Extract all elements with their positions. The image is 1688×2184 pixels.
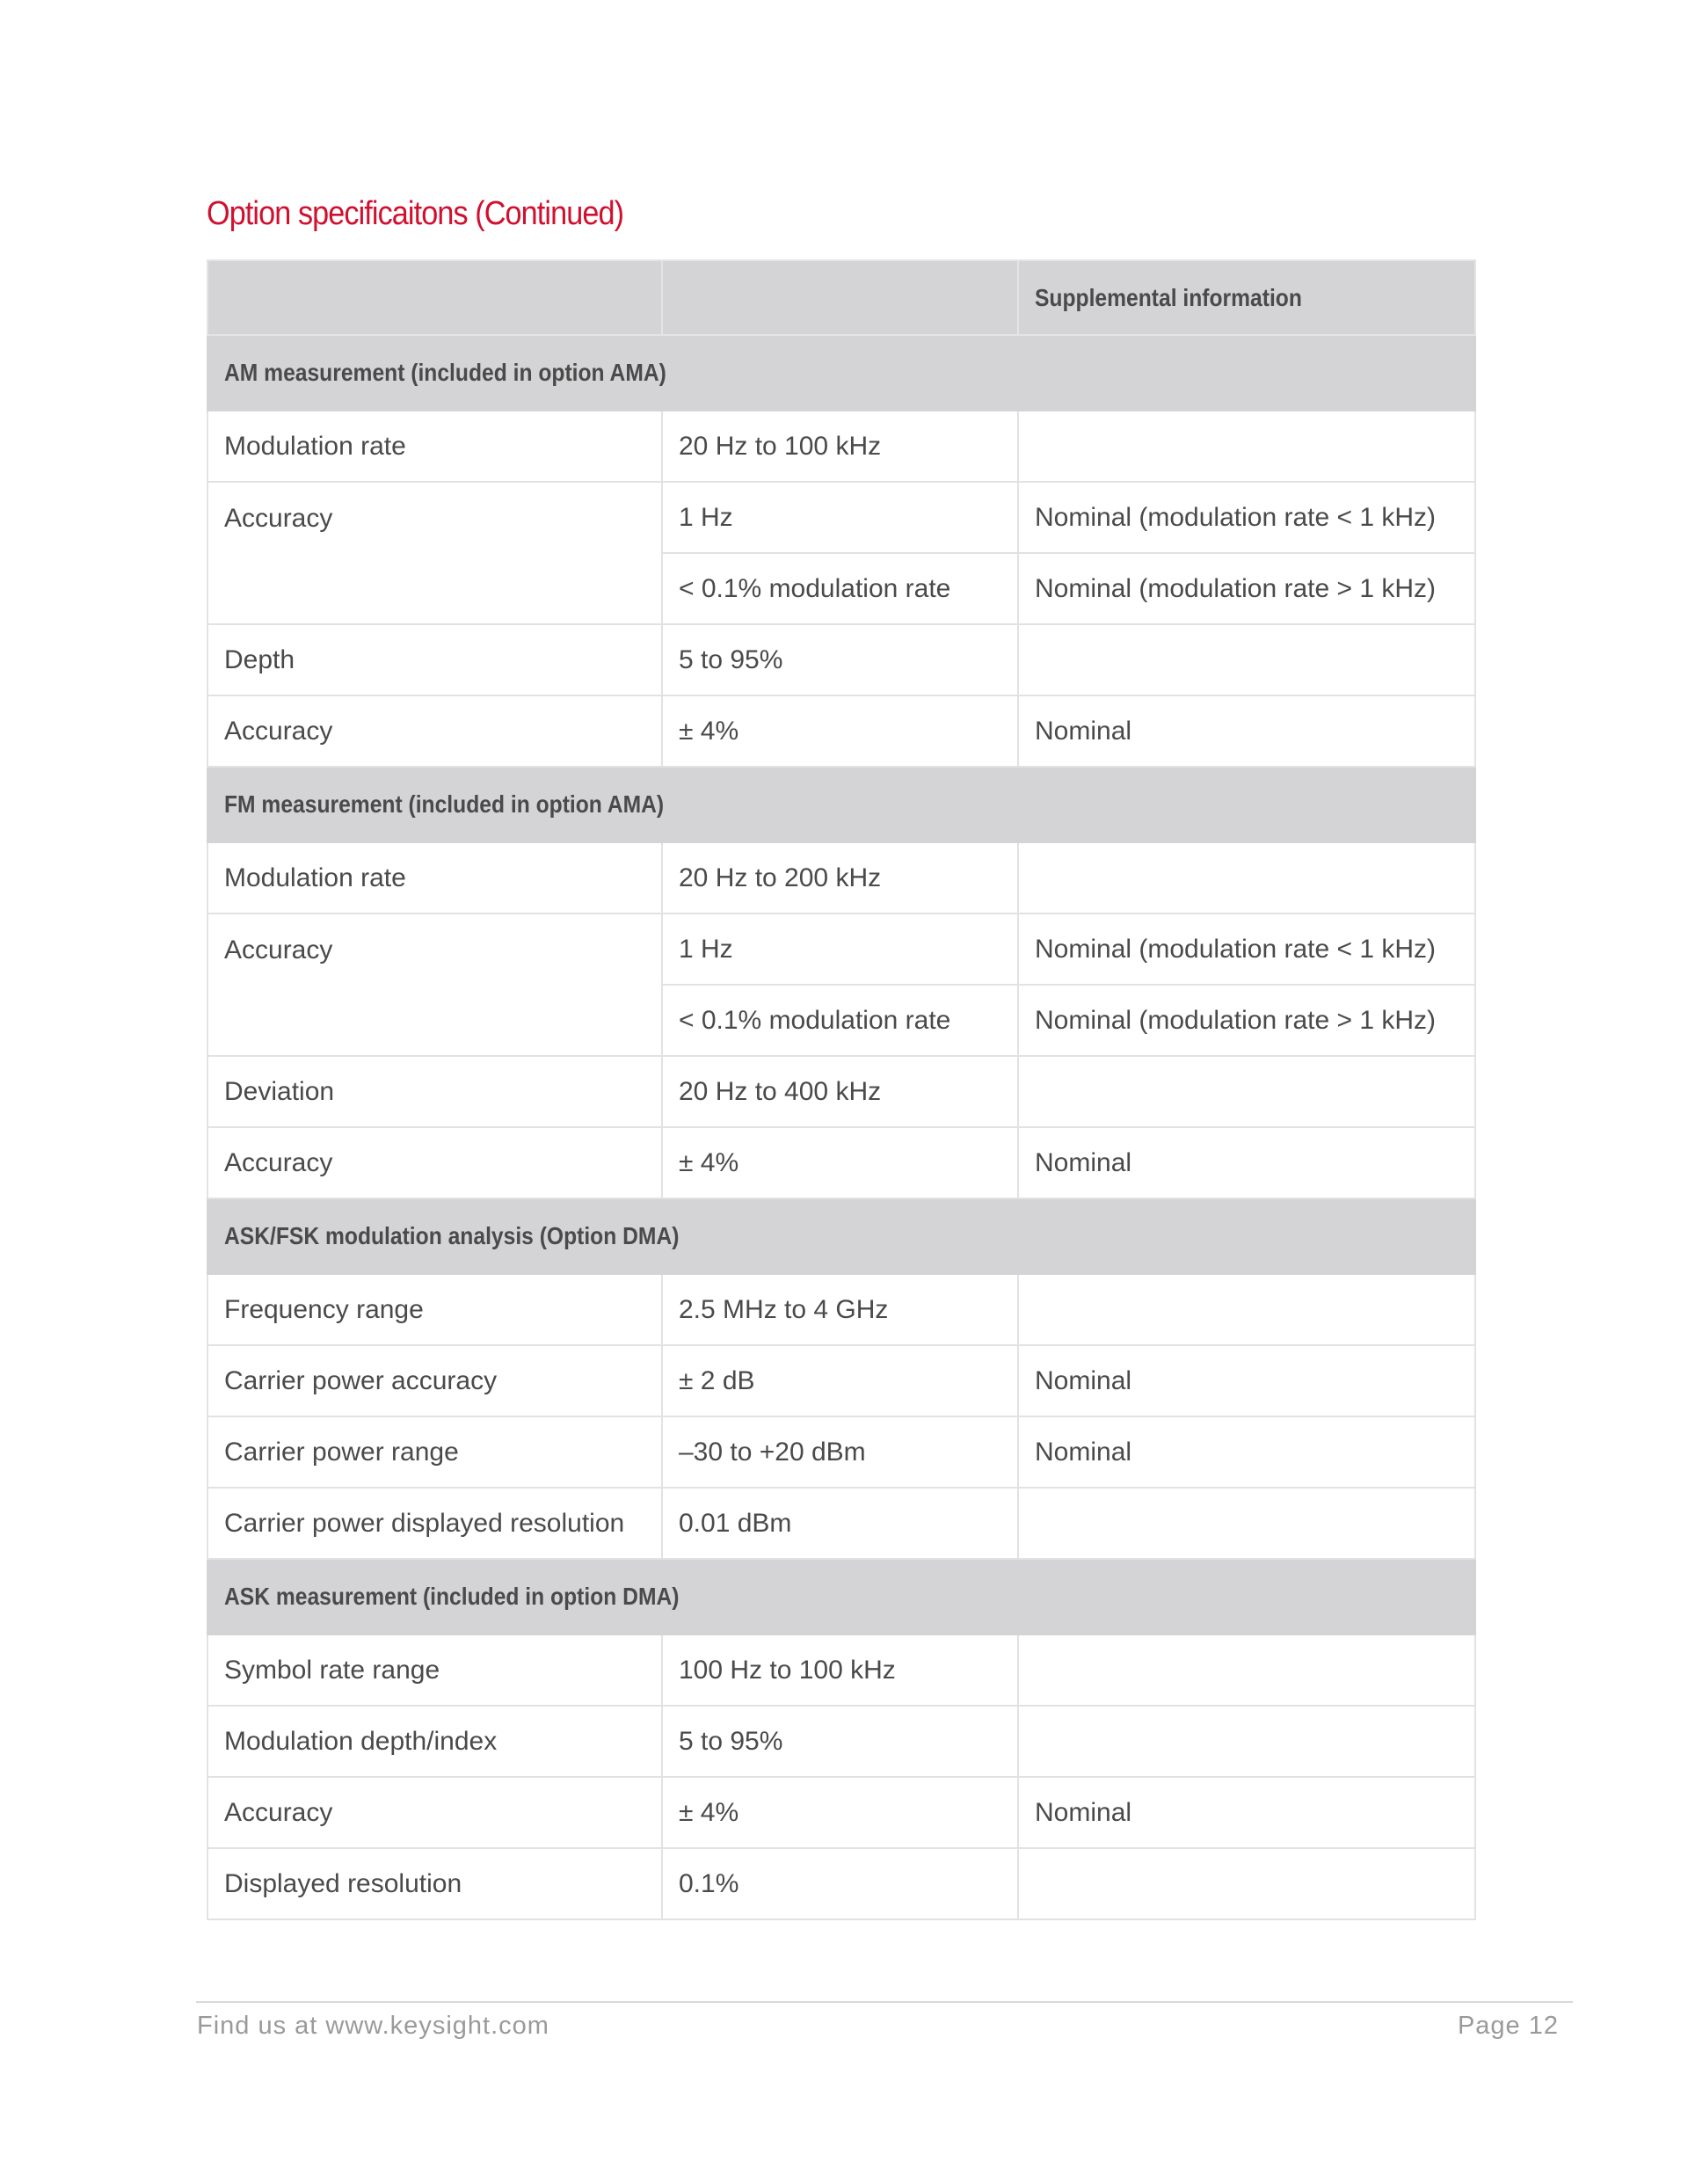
supplemental-info — [1017, 410, 1476, 483]
table-row: Deviation 20 Hz to 400 kHz — [207, 1055, 1476, 1128]
parameter-label: Carrier power accuracy — [207, 1344, 663, 1417]
specification-value: ± 4% — [661, 695, 1019, 768]
specification-value: ± 2 dB — [661, 1344, 1019, 1417]
supplemental-info — [1017, 1705, 1476, 1778]
section-header-row: AM measurement (included in option AMA) — [207, 334, 1476, 411]
supplemental-info — [1017, 1487, 1476, 1560]
footer-divider — [196, 2001, 1573, 2003]
table-row: Displayed resolution 0.1% — [207, 1847, 1476, 1920]
section-header-row: FM measurement (included in option AMA) — [207, 766, 1476, 843]
specification-value: 100 Hz to 100 kHz — [661, 1634, 1019, 1707]
supplemental-info — [1017, 1273, 1476, 1346]
supplemental-info: Nominal — [1017, 695, 1476, 768]
parameter-label: Accuracy — [207, 1776, 663, 1849]
specification-value: 1 Hz — [661, 913, 1019, 986]
specification-value: 20 Hz to 400 kHz — [661, 1055, 1019, 1128]
parameter-label: Accuracy — [207, 913, 663, 1057]
footer-website: Find us at www.keysight.com — [197, 2012, 549, 2040]
section-title: AM measurement (included in option AMA) — [207, 334, 1476, 411]
specification-value: ± 4% — [661, 1126, 1019, 1199]
table-row: Carrier power accuracy ± 2 dB Nominal — [207, 1344, 1476, 1417]
table-row: < 0.1% modulation rate Nominal (modulatio… — [207, 984, 1476, 1057]
page-title: Option specificaitons (Continued) — [207, 195, 624, 232]
section-title-text: FM measurement (included in option AMA) — [224, 790, 665, 818]
table-row: Carrier power range –30 to +20 dBm Nominal — [207, 1416, 1476, 1489]
table-row: Accuracy 1 Hz Nominal (modulation rate < 1… — [207, 481, 1476, 625]
parameter-label: Accuracy — [207, 481, 663, 625]
specification-value: < 0.1% modulation rate — [661, 984, 1019, 1057]
supplemental-info — [1017, 1634, 1476, 1707]
table-row: Modulation rate 20 Hz to 100 kHz — [207, 410, 1476, 483]
table-row: Accuracy 1 Hz Nominal (modulation rate < 1… — [207, 913, 1476, 1057]
parameter-label: Accuracy — [207, 695, 663, 768]
footer-page-number: Page 12 — [1457, 2012, 1559, 2040]
section-title: ASK measurement (included in option DMA) — [207, 1558, 1476, 1635]
section-title-text: ASK measurement (included in option DMA) — [224, 1583, 680, 1610]
supplemental-info: Nominal — [1017, 1126, 1476, 1199]
section-title-text: AM measurement (included in option AMA) — [224, 359, 666, 386]
parameter-label: Modulation depth/index — [207, 1705, 663, 1778]
section-title-text: ASK/FSK modulation analysis (Option DMA) — [224, 1222, 680, 1249]
parameter-label: Carrier power range — [207, 1416, 663, 1489]
parameter-label: Depth — [207, 623, 663, 696]
specification-value: 5 to 95% — [661, 1705, 1019, 1778]
supplemental-info: Nominal — [1017, 1416, 1476, 1489]
supplemental-info: Nominal (modulation rate > 1 kHz) — [1017, 552, 1476, 625]
specification-value: 20 Hz to 100 kHz — [661, 410, 1019, 483]
specification-value: 0.01 dBm — [661, 1487, 1019, 1560]
table-row: < 0.1% modulation rate Nominal (modulatio… — [207, 552, 1476, 625]
supplemental-info: Nominal — [1017, 1344, 1476, 1417]
parameter-label: Deviation — [207, 1055, 663, 1128]
parameter-label: Frequency range — [207, 1273, 663, 1346]
section-title: ASK/FSK modulation analysis (Option DMA) — [207, 1198, 1476, 1275]
parameter-label: Carrier power displayed resolution — [207, 1487, 663, 1560]
supplemental-info: Nominal (modulation rate < 1 kHz) — [1017, 481, 1476, 554]
supplemental-info — [1017, 623, 1476, 696]
supplemental-info — [1017, 1055, 1476, 1128]
supplemental-info: Nominal (modulation rate > 1 kHz) — [1017, 984, 1476, 1057]
parameter-label: Symbol rate range — [207, 1634, 663, 1707]
table-row: Modulation rate 20 Hz to 200 kHz — [207, 841, 1476, 914]
table-row: Symbol rate range 100 Hz to 100 kHz — [207, 1634, 1476, 1707]
table-row: Modulation depth/index 5 to 95% — [207, 1705, 1476, 1778]
table-header-row: Supplemental information — [207, 259, 1476, 336]
table-row: Depth 5 to 95% — [207, 623, 1476, 696]
specification-value: 5 to 95% — [661, 623, 1019, 696]
specification-value: –30 to +20 dBm — [661, 1416, 1019, 1489]
section-header-row: ASK measurement (included in option DMA) — [207, 1558, 1476, 1635]
table-row: Accuracy ± 4% Nominal — [207, 1776, 1476, 1849]
table-row: Accuracy ± 4% Nominal — [207, 1126, 1476, 1199]
section-title: FM measurement (included in option AMA) — [207, 766, 1476, 843]
supplemental-info: Nominal — [1017, 1776, 1476, 1849]
specification-value: 1 Hz — [661, 481, 1019, 554]
parameter-label: Displayed resolution — [207, 1847, 663, 1920]
specification-value: < 0.1% modulation rate — [661, 552, 1019, 625]
column-header-supplemental: Supplemental information — [1017, 259, 1476, 336]
spec-table: Supplemental information AM measurement … — [207, 259, 1476, 1920]
parameter-label: Accuracy — [207, 1126, 663, 1199]
specification-value: 2.5 MHz to 4 GHz — [661, 1273, 1019, 1346]
supplemental-info — [1017, 841, 1476, 914]
section-header-row: ASK/FSK modulation analysis (Option DMA) — [207, 1198, 1476, 1275]
parameter-label: Modulation rate — [207, 841, 663, 914]
supplemental-info — [1017, 1847, 1476, 1920]
column-header — [661, 259, 1019, 336]
column-header — [207, 259, 663, 336]
table-row: Accuracy ± 4% Nominal — [207, 695, 1476, 768]
specification-value: 0.1% — [661, 1847, 1019, 1920]
table-row: Frequency range 2.5 MHz to 4 GHz — [207, 1273, 1476, 1346]
supplemental-info: Nominal (modulation rate < 1 kHz) — [1017, 913, 1476, 986]
table-row: Carrier power displayed resolution 0.01 d… — [207, 1487, 1476, 1560]
specification-value: ± 4% — [661, 1776, 1019, 1849]
parameter-label: Modulation rate — [207, 410, 663, 483]
specification-value: 20 Hz to 200 kHz — [661, 841, 1019, 914]
